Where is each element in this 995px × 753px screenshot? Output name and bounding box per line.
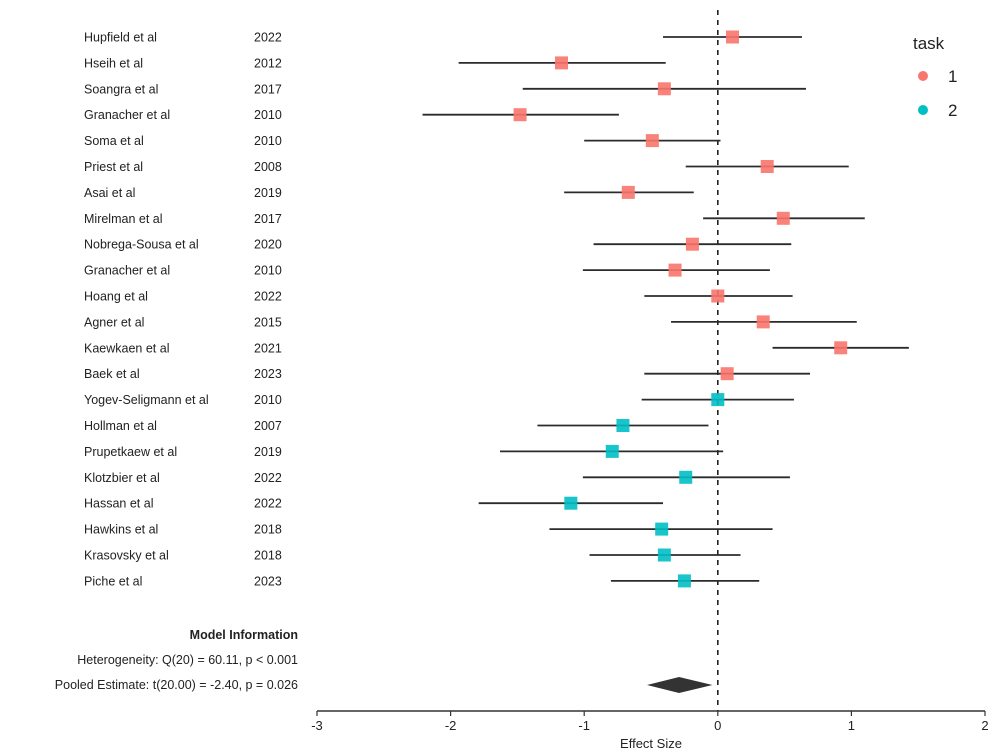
study-year-label: 2019 bbox=[254, 445, 282, 459]
study-marks bbox=[422, 30, 909, 588]
study-year-label: 2010 bbox=[254, 108, 282, 122]
study-year-label: 2010 bbox=[254, 134, 282, 148]
study-name-label: Hollman et al bbox=[84, 419, 157, 433]
study-name-label: Klotzbier et al bbox=[84, 471, 160, 485]
effect-point bbox=[513, 108, 527, 122]
effect-point bbox=[645, 134, 659, 148]
study-name-label: Granacher et al bbox=[84, 108, 170, 122]
study-year-label: 2022 bbox=[254, 497, 282, 511]
study-year-label: 2017 bbox=[254, 82, 282, 96]
study-name-label: Nobrega-Sousa et al bbox=[84, 238, 199, 252]
study-name-label: Kaewkaen et al bbox=[84, 341, 169, 355]
study-name-label: Granacher et al bbox=[84, 264, 170, 278]
effect-point bbox=[668, 263, 682, 277]
effect-point bbox=[677, 574, 691, 588]
pooled-diamond bbox=[646, 677, 713, 693]
legend-label: 1 bbox=[948, 67, 957, 86]
effect-point bbox=[711, 393, 725, 407]
x-axis-label: Effect Size bbox=[620, 736, 682, 751]
effect-point bbox=[616, 419, 630, 432]
effect-point bbox=[834, 341, 848, 355]
study-name-label: Baek et al bbox=[84, 367, 140, 381]
effect-point bbox=[655, 522, 669, 536]
study-name-label: Hoang et al bbox=[84, 290, 148, 304]
effect-point bbox=[776, 211, 790, 225]
x-tick-label: 1 bbox=[848, 718, 855, 733]
study-year-label: 2012 bbox=[254, 56, 282, 70]
legend-title: task bbox=[913, 34, 945, 53]
study-year-label: 2018 bbox=[254, 549, 282, 563]
effect-point bbox=[756, 315, 770, 329]
x-tick-label: -2 bbox=[445, 718, 457, 733]
study-name-label: Krasovsky et al bbox=[84, 549, 169, 563]
study-year-label: 2018 bbox=[254, 523, 282, 537]
pooled-estimate-text: Pooled Estimate: t(20.00) = -2.40, p = 0… bbox=[55, 678, 298, 692]
legend-label: 2 bbox=[948, 101, 957, 120]
study-name-label: Yogev-Seligmann et al bbox=[84, 393, 209, 407]
study-year-label: 2019 bbox=[254, 186, 282, 200]
effect-point bbox=[657, 548, 671, 562]
x-axis: -3 -2 -1 0 1 2 bbox=[311, 710, 989, 733]
effect-point bbox=[685, 237, 699, 251]
legend-dot bbox=[918, 71, 928, 81]
heterogeneity-text: Heterogeneity: Q(20) = 60.11, p < 0.001 bbox=[77, 653, 298, 667]
x-tick-label: 2 bbox=[981, 718, 988, 733]
study-name-label: Asai et al bbox=[84, 186, 135, 200]
study-year-label: 2022 bbox=[254, 31, 282, 45]
study-year-label: 2010 bbox=[254, 393, 282, 407]
effect-point bbox=[711, 289, 725, 303]
study-name-label: Hassan et al bbox=[84, 497, 153, 511]
x-tick-label: -1 bbox=[578, 718, 590, 733]
effect-point bbox=[720, 367, 734, 381]
study-year-label: 2021 bbox=[254, 341, 282, 355]
effect-point bbox=[725, 30, 739, 44]
pooled-estimate-group bbox=[646, 677, 713, 693]
effect-point bbox=[605, 444, 619, 458]
effect-point bbox=[564, 496, 578, 510]
study-name-label: Soangra et al bbox=[84, 82, 158, 96]
x-tick-label: -3 bbox=[311, 718, 323, 733]
study-name-label: Hseih et al bbox=[84, 56, 143, 70]
study-year-label: 2022 bbox=[254, 290, 282, 304]
effect-point bbox=[657, 82, 671, 96]
effect-point bbox=[760, 160, 774, 173]
study-name-label: Piche et al bbox=[84, 574, 142, 588]
study-year-label: 2023 bbox=[254, 574, 282, 588]
model-info-title: Model Information bbox=[190, 628, 298, 642]
study-year-label: 2022 bbox=[254, 471, 282, 485]
study-year-label: 2017 bbox=[254, 212, 282, 226]
study-year-label: 2010 bbox=[254, 264, 282, 278]
study-year-label: 2007 bbox=[254, 419, 282, 433]
study-name-label: Hawkins et al bbox=[84, 523, 158, 537]
effect-point bbox=[621, 185, 635, 199]
legend: task 1 2 bbox=[913, 34, 957, 120]
study-name-label: Agner et al bbox=[84, 315, 144, 329]
study-year-label: 2008 bbox=[254, 160, 282, 174]
study-year-label: 2023 bbox=[254, 367, 282, 381]
study-year-label: 2020 bbox=[254, 238, 282, 252]
model-information: Model Information Heterogeneity: Q(20) =… bbox=[55, 628, 298, 692]
legend-dot bbox=[918, 105, 928, 115]
study-name-label: Hupfield et al bbox=[84, 31, 157, 45]
effect-point bbox=[554, 56, 568, 70]
study-year-label: 2015 bbox=[254, 315, 282, 329]
study-name-label: Priest et al bbox=[84, 160, 143, 174]
effect-point bbox=[679, 470, 693, 484]
x-tick-label: 0 bbox=[714, 718, 721, 733]
study-name-label: Soma et al bbox=[84, 134, 144, 148]
study-name-label: Prupetkaew et al bbox=[84, 445, 177, 459]
study-name-label: Mirelman et al bbox=[84, 212, 163, 226]
study-labels: Hupfield et al 2022 Hseih et al 2012 Soangra… bbox=[84, 31, 282, 589]
